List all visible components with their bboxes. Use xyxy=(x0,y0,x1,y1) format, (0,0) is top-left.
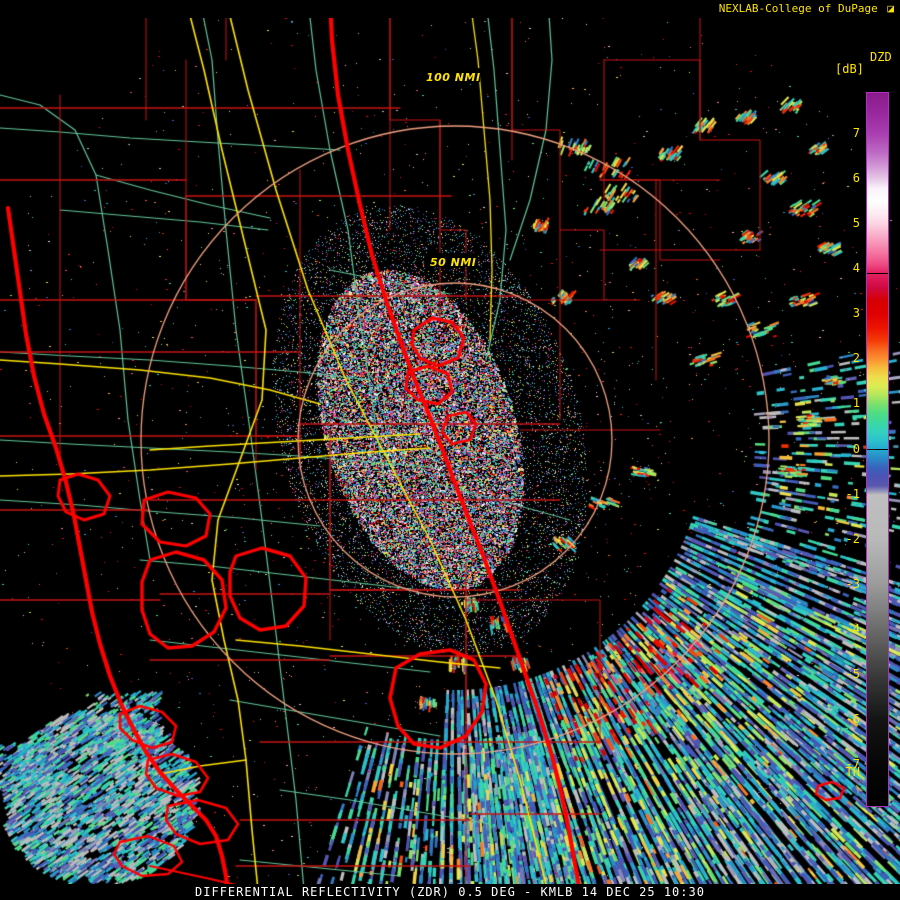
colorbar-segment xyxy=(867,341,888,351)
colorbar-tick--3: -3 xyxy=(845,576,860,591)
colorbar-tick-threshold: TH xyxy=(845,765,860,779)
colorbar-tick-0: 0 xyxy=(852,441,860,456)
footer-bar: DIFFERENTIAL REFLECTIVITY (ZDR) 0.5 DEG … xyxy=(0,884,900,900)
colorbar-segment xyxy=(867,431,888,441)
colorbar-segment xyxy=(867,314,888,328)
colorbar-segment xyxy=(867,422,888,432)
colorbar-segment xyxy=(867,287,888,301)
colorbar-tick--5: -5 xyxy=(845,667,860,682)
colorbar-segment xyxy=(867,494,888,540)
colorbar-segment xyxy=(867,93,888,116)
colorbar-tick--7: -7 xyxy=(845,757,860,772)
colorbar-segment xyxy=(867,133,888,152)
colorbar-segment xyxy=(867,359,888,369)
colorbar-segment xyxy=(867,485,888,495)
range-ring-label-50nmi: 50 NMI xyxy=(430,256,477,269)
colorbar-segment xyxy=(867,476,888,486)
colorbar-segment xyxy=(867,214,888,224)
colorbar-segment xyxy=(867,187,888,202)
colorbar-panel: DZD [dB] 7 6 5 4 3 2 1 0 -1 -2 -3 -4 -5 -6 -7 TH xyxy=(830,50,900,820)
colorbar-segment xyxy=(867,368,888,378)
colorbar-segment xyxy=(867,449,888,459)
colorbar-units: [dB] xyxy=(835,62,864,76)
colorbar-segment xyxy=(867,250,888,265)
colorbar-segment xyxy=(867,327,888,342)
colorbar-segment xyxy=(867,165,888,179)
colorbar-segment xyxy=(867,440,888,450)
colorbar-tick-5: 5 xyxy=(852,215,860,230)
colorbar-tick-2: 2 xyxy=(852,351,860,366)
provider-credit-text: NEXLAB-College of DuPage xyxy=(718,2,878,15)
colorbar-segment xyxy=(867,584,888,630)
colorbar-title: DZD xyxy=(870,50,892,64)
colorbar-segment xyxy=(867,237,888,251)
colorbar-segment xyxy=(867,458,888,468)
colorbar-segment xyxy=(867,765,888,806)
colorbar-segment xyxy=(867,630,888,676)
colorbar-segment xyxy=(867,273,888,288)
colorbar-segment xyxy=(867,395,888,405)
colorbar-segment xyxy=(867,386,888,396)
colorbar-segment xyxy=(867,201,888,215)
colorbar-segment xyxy=(867,539,888,585)
colorbar-tick-7: 7 xyxy=(852,125,860,140)
colorbar-tick-labels: 7 6 5 4 3 2 1 0 -1 -2 -3 -4 -5 -6 -7 TH xyxy=(830,50,866,820)
colorbar-segment xyxy=(867,350,888,360)
colorbar-gradient xyxy=(866,92,889,807)
colorbar-tick--4: -4 xyxy=(845,622,860,636)
colorbar-tick-3: 3 xyxy=(852,306,860,321)
colorbar-segment xyxy=(867,404,888,414)
colorbar-tick-6: 6 xyxy=(852,170,860,185)
colorbar-segment xyxy=(867,377,888,387)
cod-logo-icon: ◪ xyxy=(887,2,894,15)
colorbar-tick--1: -1 xyxy=(845,486,860,501)
colorbar-segment xyxy=(867,264,888,274)
colorbar-segment xyxy=(867,178,888,188)
colorbar-segment xyxy=(867,467,888,477)
colorbar-segment xyxy=(867,300,888,315)
range-ring-label-100nmi: 100 NMI xyxy=(426,71,481,84)
colorbar-segment xyxy=(867,223,888,238)
colorbar-tick--2: -2 xyxy=(845,531,860,546)
header-bar: NEXLAB-College of DuPage ◪ xyxy=(0,0,900,18)
colorbar-tick-1: 1 xyxy=(852,396,860,411)
colorbar-tick-4: 4 xyxy=(852,260,860,275)
colorbar-segment xyxy=(867,675,888,721)
colorbar-segment xyxy=(867,115,888,134)
product-status-text: DIFFERENTIAL REFLECTIVITY (ZDR) 0.5 DEG … xyxy=(195,885,705,899)
colorbar-segment xyxy=(867,720,888,766)
colorbar-segment xyxy=(867,413,888,423)
colorbar-segment xyxy=(867,151,888,166)
provider-credit: NEXLAB-College of DuPage ◪ xyxy=(719,2,894,15)
colorbar-tick--6: -6 xyxy=(845,712,860,727)
